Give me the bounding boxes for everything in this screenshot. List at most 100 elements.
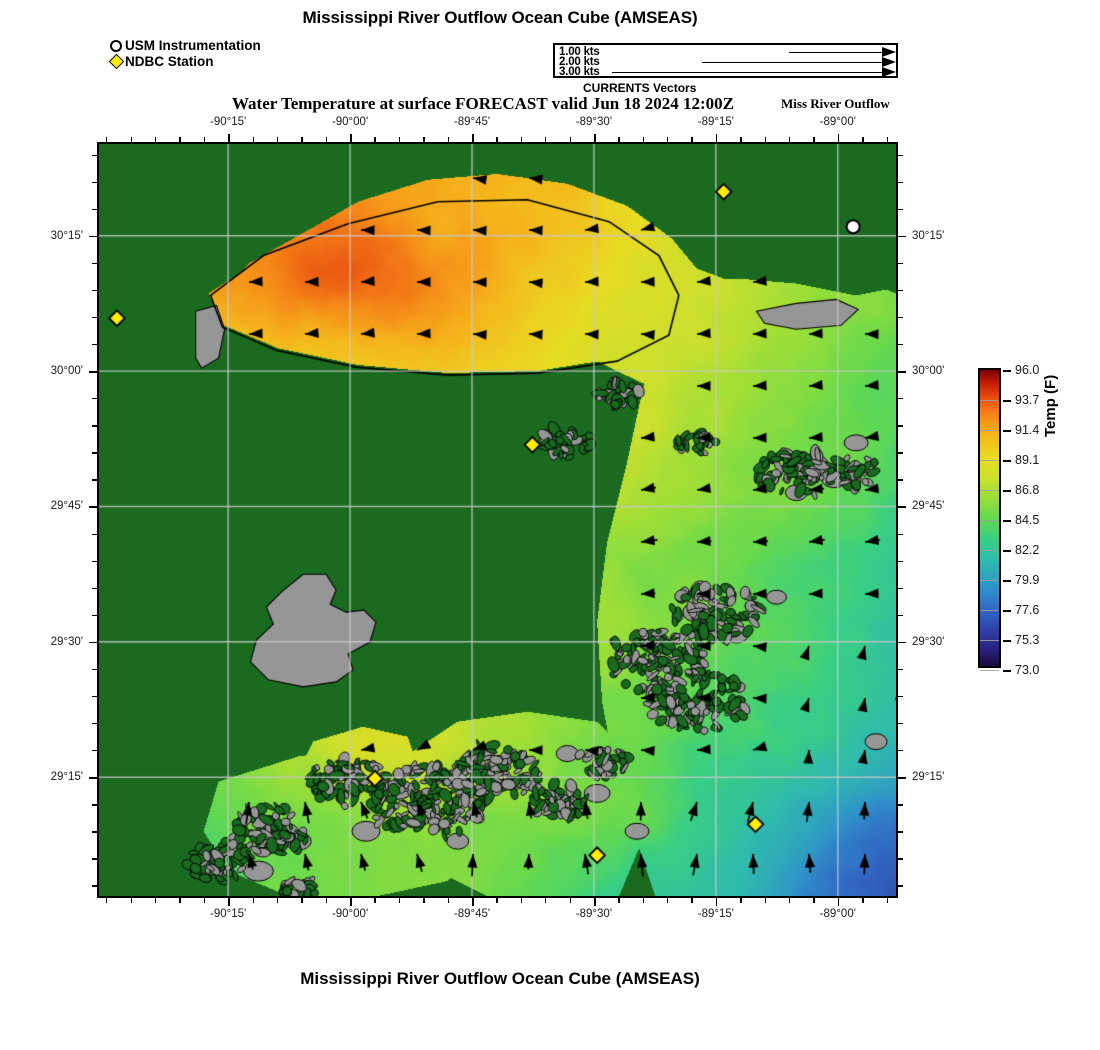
axis-label-lon-top: -89°45' [453,116,491,128]
axis-label-lat-right: 30°15' [912,229,945,242]
axis-tick-minor-top [325,137,327,142]
vector-scale-row-3: 3.00 kts [555,66,896,78]
axis-tick-minor-left [92,262,97,265]
axis-tick-minor-bottom [179,898,181,903]
axis-tick-minor-bottom [520,898,523,903]
axis-tick-minor-top [374,137,376,142]
axis-tick-minor-right [898,181,903,183]
axis-tick-minor-right [898,154,903,156]
colorbar-tick-label: 96.0 [1015,363,1040,377]
vector-scale-label-3: 3.00 kts [559,66,600,78]
colorbar-tick [1003,460,1011,462]
axis-tick-minor-top [130,137,132,142]
axis-tick-minor-bottom [618,898,620,903]
axis-tick-minor-top [398,137,401,142]
colorbar-tick-label: 84.5 [1015,513,1040,527]
map-plot-area[interactable] [97,142,898,898]
axis-tick-major-bottom [471,898,474,906]
axis-tick-major-right [898,235,906,238]
axis-tick-minor-left [92,289,97,292]
axis-tick-major-top [471,134,474,142]
colorbar-tick-label: 89.1 [1015,453,1040,467]
colorbar-segment-line [980,520,999,521]
axis-tick-minor-right [898,885,903,887]
axis-tick-minor-top [496,137,498,142]
axis-label-lon-bottom: -90°15' [210,908,247,920]
colorbar-tick [1003,520,1011,522]
vector-scale-row-1: 1.00 kts [555,46,896,58]
axis-tick-major-bottom [715,898,718,906]
axis-tick-minor-left [92,587,97,589]
axis-tick-minor-top [154,137,157,142]
axis-tick-major-right [898,777,906,779]
axis-tick-minor-top [618,137,620,142]
axis-tick-minor-right [898,750,903,752]
axis-tick-minor-top [642,137,644,142]
axis-label-lat-right: 29°30' [912,635,945,648]
axis-label-lat-left: 29°30' [50,635,83,648]
axis-tick-minor-top [203,137,206,142]
axis-tick-minor-top [667,137,669,142]
axis-label-lon-top: -90°15' [210,116,247,128]
vector-scale-label-2: 2.00 kts [559,56,600,68]
axis-label-lat-right: 30°00' [912,365,945,378]
axis-tick-major-right [898,506,906,509]
colorbar-tick [1003,550,1011,552]
axis-label-lat-left: 29°45' [50,500,83,513]
axis-label-lon-bottom: -89°00' [819,908,856,920]
page-title: Mississippi River Outflow Ocean Cube (AM… [302,8,698,27]
axis-tick-minor-bottom [813,898,815,903]
colorbar-tick [1003,370,1011,372]
axis-tick-minor-left [92,398,97,400]
axis-tick-major-top [715,134,718,142]
axis-tick-minor-top [740,137,742,142]
axis-tick-minor-left [92,695,97,698]
colorbar-tick [1003,670,1011,672]
axis-tick-major-right [898,641,906,644]
axis-tick-minor-right [898,858,903,860]
axis-tick-minor-bottom [886,898,888,903]
axis-tick-minor-bottom [398,898,401,903]
axis-tick-minor-top [301,137,303,142]
axis-tick-minor-top [520,137,523,142]
colorbar-tick-label: 91.4 [1015,423,1040,437]
vector-scale-caption: CURRENTS Vectors [583,81,697,95]
colorbar-tick-label: 82.2 [1015,543,1040,557]
axis-tick-minor-top [252,137,254,142]
vector-scale-row-2: 2.00 kts [555,56,896,68]
axis-label-lon-top: -89°00' [819,116,856,128]
axis-tick-minor-top [447,137,449,142]
axis-tick-major-bottom [593,898,596,906]
colorbar: 96.0 93.7 91.4 89.1 86.8 84.5 82.2 79.9 77.6 75.3… [978,363,1039,677]
axis-tick-minor-right [898,668,903,671]
footer-title: Mississippi River Outflow Ocean Cube (AM… [300,969,700,988]
colorbar-tick-label: 75.3 [1015,633,1040,647]
legend-item-ndbc: NDBC Station [108,53,261,70]
axis-tick-minor-left [92,560,97,562]
axis-tick-minor-right [898,587,903,589]
axis-tick-minor-bottom [764,898,766,903]
axis-tick-minor-bottom [276,898,279,903]
axis-tick-minor-left [92,723,97,725]
vector-arrowhead-2 [882,57,896,67]
axis-tick-minor-left [92,344,97,346]
axis-tick-minor-bottom [496,898,498,903]
axis-label-lat-right: 29°15' [912,771,945,784]
axis-tick-minor-left [92,181,97,183]
axis-tick-major-top [593,134,596,142]
axis-tick-minor-top [764,137,766,142]
axis-tick-minor-left [92,479,97,481]
axis-tick-minor-left [92,885,97,887]
axis-tick-major-left [89,777,97,779]
axis-label-lon-top: -89°30' [575,116,613,128]
axis-tick-minor-left [92,425,97,427]
axis-tick-minor-right [898,208,903,210]
axis-tick-minor-right [898,723,903,725]
axis-tick-minor-right [898,831,903,833]
axis-tick-major-left [89,641,97,644]
axis-label-lon-top: -90°00' [331,116,369,128]
axis-tick-minor-bottom [252,898,254,903]
axis-tick-minor-right [898,316,903,319]
axis-label-lon-top: -89°15' [697,116,734,128]
